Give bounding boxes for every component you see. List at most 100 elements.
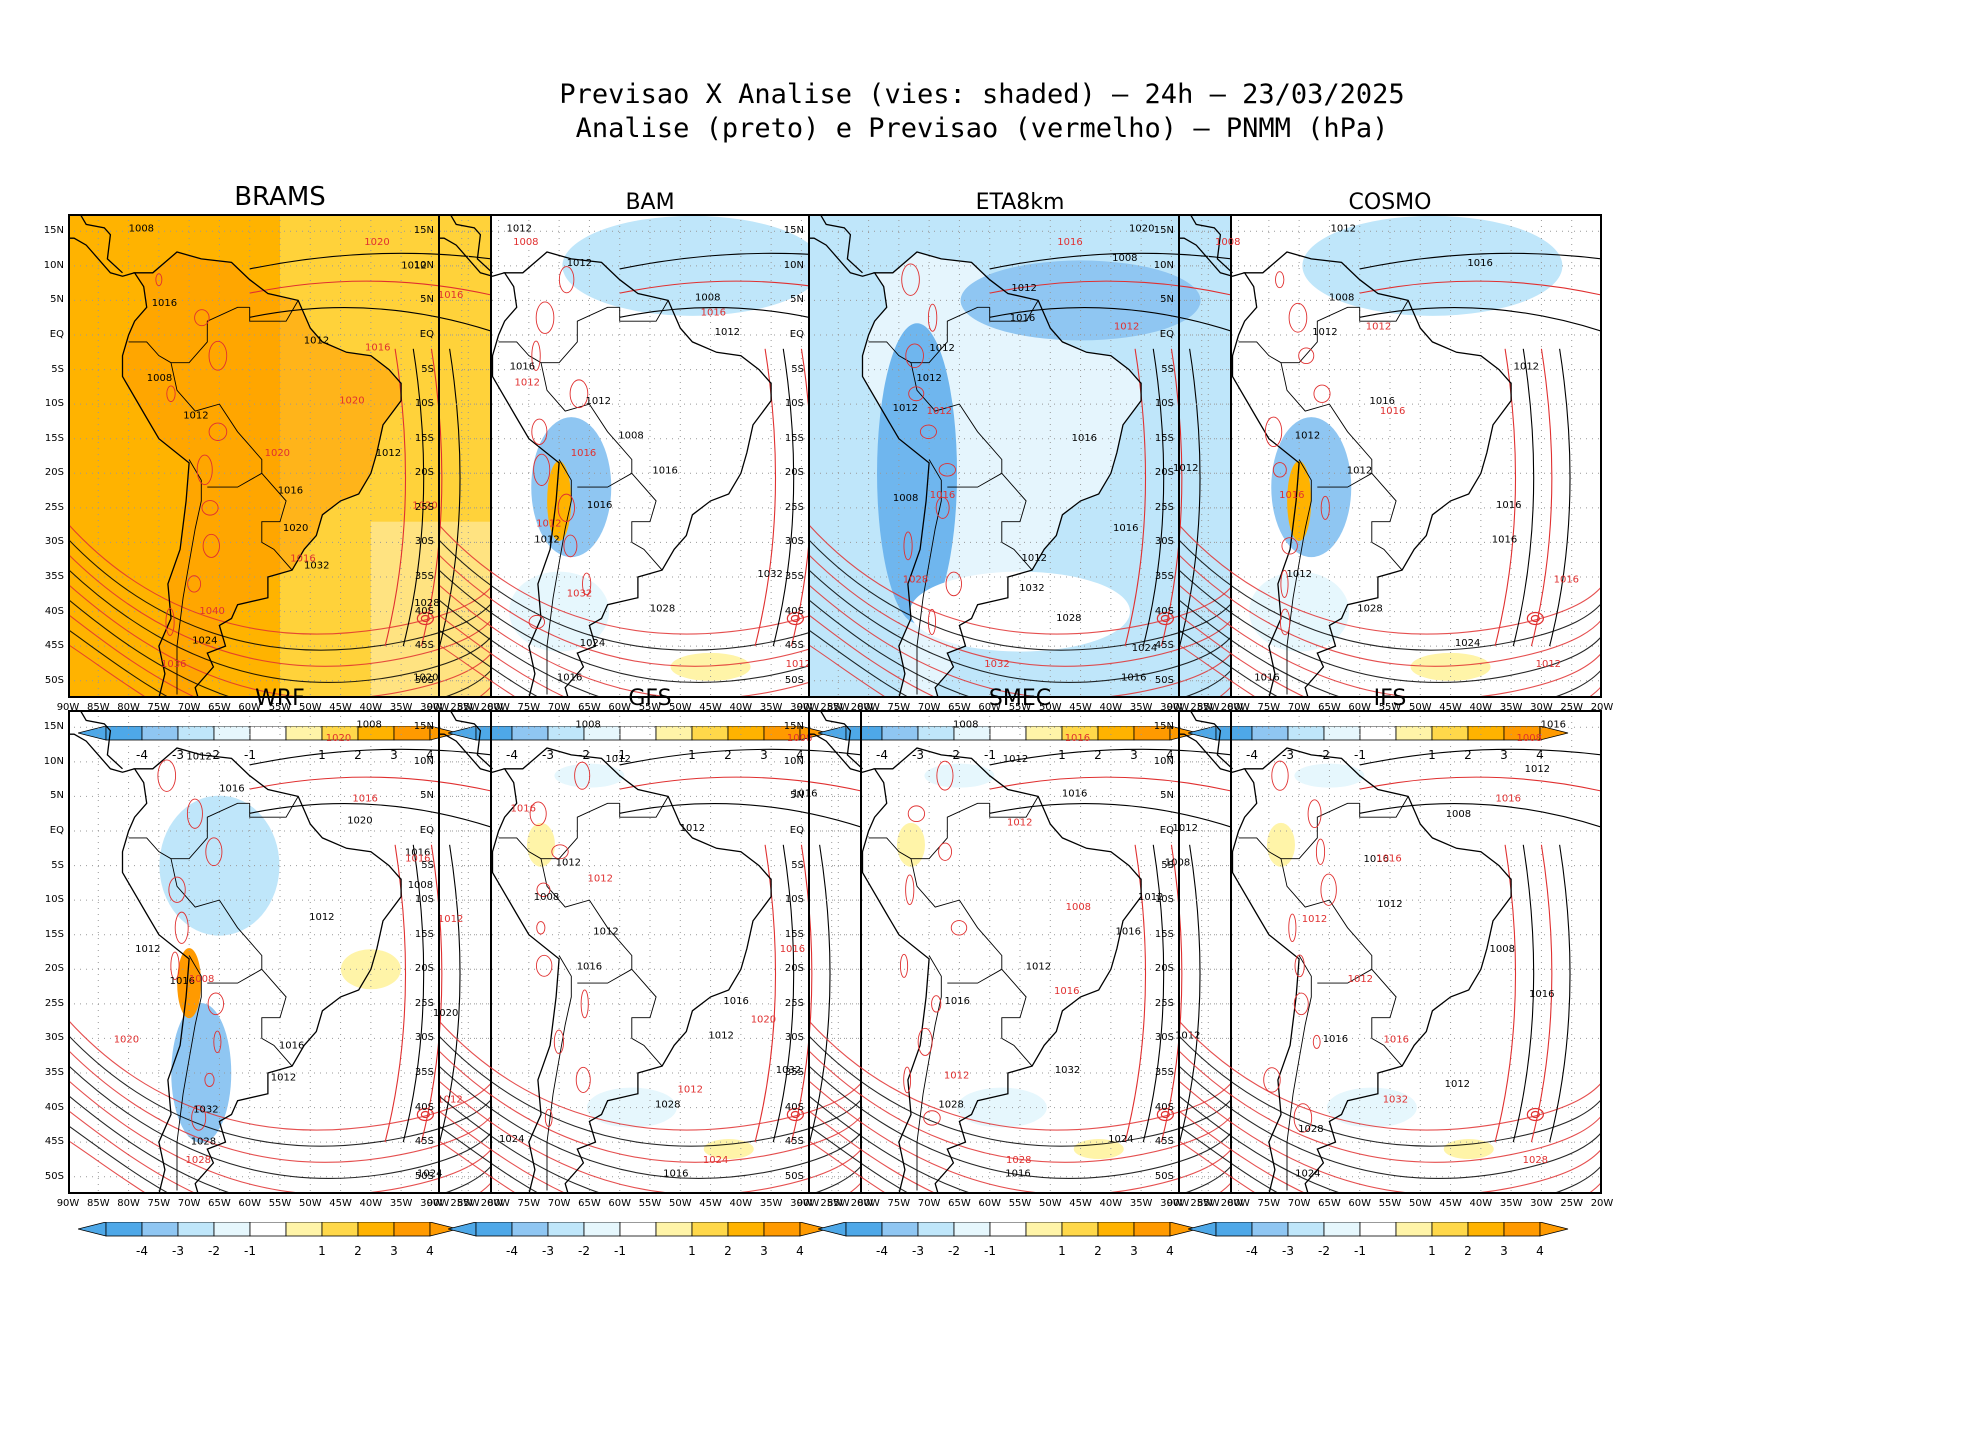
lon-tick-label: 75W <box>147 1198 171 1209</box>
isobar-label-analysis: 1024 <box>580 638 605 649</box>
lat-tick-label: 45S <box>414 1136 434 1148</box>
isobar-labels: 1008 1012 1016 1012 1012 1008 1012 1016 1016 1012… <box>499 719 817 1179</box>
lat-tick-label: 15S <box>414 432 434 444</box>
isobar-label-analysis: 1024 <box>1132 643 1157 654</box>
colorbar: -4 -3 -2 -1 1 2 3 4 <box>1188 1222 1598 1262</box>
isobar-label-analysis: 1016 <box>1467 258 1492 269</box>
colorbar-label: 1 <box>1058 1244 1066 1258</box>
lon-tick-label: 70W <box>917 1198 941 1209</box>
map-ifs: 1016 1012 1008 1016 1012 1008 1016 1016 1012 1028… <box>1178 710 1602 1194</box>
lon-tick-label: 25W <box>450 702 474 713</box>
isobar-label-forecast: 1016 <box>1384 1034 1409 1045</box>
lat-tick-label: EQ <box>419 329 434 340</box>
colorbar-label: 4 <box>1166 1244 1174 1258</box>
lat-tick-label: 50S <box>44 1170 64 1182</box>
lat-tick-label: 30S <box>44 536 64 548</box>
lon-tick-label: 35W <box>389 1198 413 1209</box>
map-canvas: 1008 1012 1016 1012 1008 1012 1012 1016 1020 1032… <box>68 214 492 698</box>
coastline <box>438 214 772 698</box>
lat-tick-label: 5S <box>51 363 64 375</box>
colorbar-label: -3 <box>912 748 924 762</box>
colorbar-label: 1 <box>1058 748 1066 762</box>
lon-tick-label: 20W <box>1590 702 1614 713</box>
map-canvas: 1020 1008 1012 1016 1012 1012 1012 1016 1012 1008… <box>808 214 1232 698</box>
isobar-label-forecast: 1012 <box>1007 818 1032 829</box>
lat-tick-label: 5N <box>50 790 64 802</box>
lat-tick-label: 15S <box>44 928 64 940</box>
isobar-label-analysis: 1028 <box>414 598 439 609</box>
map-wrf: 1008 1012 1016 1020 1016 1008 1012 1012 1016 1020… <box>68 710 492 1194</box>
isobar-label-forecast: 1008 <box>787 733 812 744</box>
colorbar-label: -4 <box>136 748 148 762</box>
andes-contours <box>157 759 225 1131</box>
isobar-label-forecast: 1012 <box>1114 322 1139 333</box>
isobars <box>1178 252 1602 698</box>
lat-tick-label: 15N <box>1153 721 1174 733</box>
lat-tick-label: 50S <box>1154 1170 1174 1182</box>
isobar-label-forecast: 1012 <box>536 518 561 529</box>
isobars <box>68 748 492 1194</box>
lon-tick-label: 75W <box>147 702 171 713</box>
isobar-label-forecast: 1008 <box>1215 237 1240 248</box>
lat-tick-label: 5N <box>420 790 434 802</box>
colorbar-label: 1 <box>318 1244 326 1258</box>
lat-tick-label: 5N <box>1160 294 1174 306</box>
colorbar-label: -2 <box>948 1244 960 1258</box>
bias-shading <box>808 214 1232 698</box>
colorbar-label: 2 <box>724 748 732 762</box>
colorbar: -4 -3 -2 -1 1 2 3 4 <box>78 1222 488 1262</box>
isobar-label-analysis: 1012 <box>135 944 160 955</box>
lat-tick-label: 50S <box>44 674 64 686</box>
lon-tick-label: 90W <box>796 702 820 713</box>
map-canvas: 1008101210161020101610081012101210161020… <box>68 710 492 1194</box>
lat-tick-label: 5S <box>791 859 804 871</box>
isobar-label-forecast: 1016 <box>438 290 463 301</box>
lat-tick-label: 20S <box>414 963 434 975</box>
lon-tick-label: 70W <box>1287 1198 1311 1209</box>
lon-tick-label: 65W <box>578 1198 601 1209</box>
isobar-label-forecast: 1012 <box>678 1085 703 1096</box>
isobar-label-analysis: 1020 <box>283 523 308 534</box>
lat-tick-label: 35S <box>1154 571 1174 582</box>
colorbar-label: 4 <box>796 748 804 762</box>
isobar-label-analysis: 1012 <box>605 754 630 765</box>
lon-tick-label: 30W <box>420 1198 443 1209</box>
isobar-label-forecast: 1020 <box>339 395 364 406</box>
lat-tick-label: 35S <box>414 1067 434 1078</box>
andes-contours <box>899 760 968 1126</box>
isobar-label-analysis: 1008 <box>356 719 381 730</box>
lon-tick-label: 30W <box>1530 702 1553 713</box>
isobar-label-forecast: 1012 <box>437 1095 462 1106</box>
lon-tick-label: 35W <box>1499 1198 1523 1209</box>
lon-tick-label: 40W <box>1099 1198 1123 1209</box>
lat-tick-label: 40S <box>784 605 804 617</box>
lat-tick-label: 35S <box>44 1067 64 1078</box>
lat-tick-label: 5N <box>1160 790 1174 802</box>
lon-tick-label: 25W <box>1560 702 1584 713</box>
lat-tick-label: 45S <box>1154 1136 1174 1148</box>
lon-tick-label: 65W <box>208 1198 231 1209</box>
colorbar-label: -1 <box>1354 1244 1366 1258</box>
isobar-label-analysis: 1016 <box>279 1040 304 1051</box>
isobar-label-analysis: 1016 <box>1496 500 1521 511</box>
title-line-2: Analise (preto) e Previsao (vermelho) – … <box>575 113 1389 144</box>
colorbar-label: 3 <box>760 748 768 762</box>
lat-tick-label: EQ <box>789 825 804 836</box>
isobar-labels: 1008 1012 1016 1012 1008 1012 1012 1016 1020 1032… <box>129 223 464 683</box>
lon-tick-label: 20W <box>1590 1198 1614 1209</box>
lon-tick-label: 35W <box>759 1198 783 1209</box>
colorbar-label: 2 <box>1094 1244 1102 1258</box>
lat-tick-label: 5S <box>421 859 434 871</box>
isobar-label-analysis: 1032 <box>1019 583 1044 594</box>
colorbar-label: -4 <box>1246 748 1258 762</box>
isobar-label-forecast: 1016 <box>365 343 390 354</box>
isobar-label-analysis: 1012 <box>186 751 211 762</box>
isobar-label-analysis: 1016 <box>152 298 177 309</box>
isobar-label-analysis: 1012 <box>556 858 581 869</box>
colorbar-label: 3 <box>390 748 398 762</box>
lat-tick-label: 40S <box>44 1101 64 1113</box>
isobar-label-analysis: 1012 <box>1173 823 1198 834</box>
colorbar: -4 -3 -2 -1 1 2 3 4 <box>1188 726 1598 766</box>
lat-tick-label: 35S <box>44 571 64 582</box>
lat-tick-label: 20S <box>1154 963 1174 975</box>
